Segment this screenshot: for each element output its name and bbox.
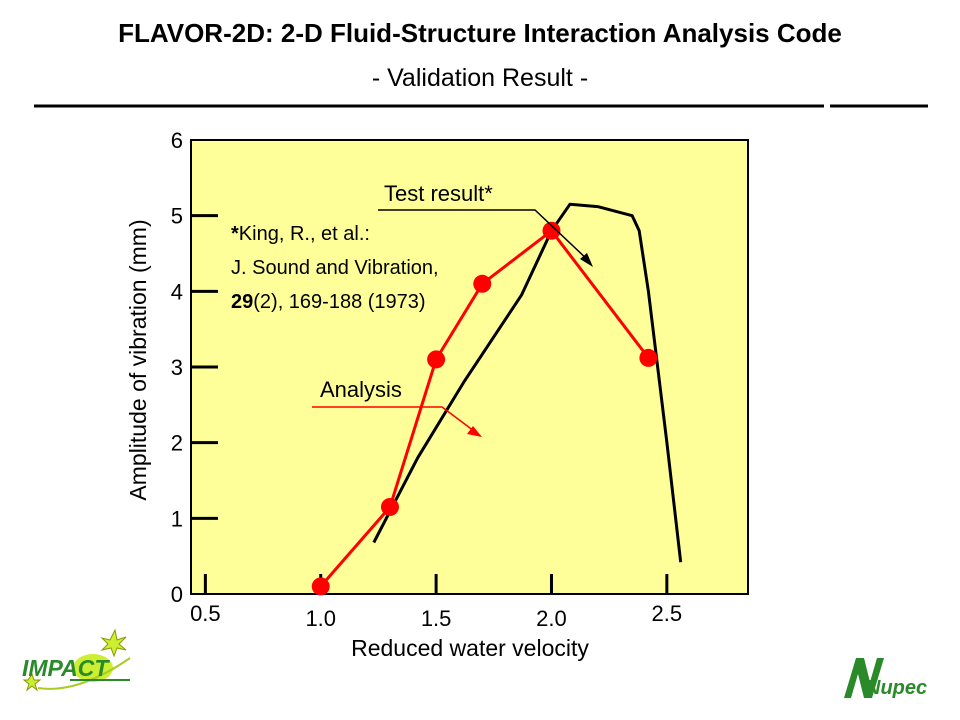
test-result-leader (378, 209, 591, 263)
y-tick-label: 3 (171, 355, 183, 380)
data-point-analysis (427, 350, 446, 369)
y-tick-label: 1 (171, 506, 183, 531)
nupec-logo-text: Nupec (866, 677, 927, 699)
y-tick-label: 4 (171, 279, 183, 304)
data-point-analysis (311, 577, 330, 596)
y-tick-label: 2 (171, 431, 183, 456)
x-axis-label: Reduced water velocity (351, 635, 589, 661)
y-tick-label: 6 (171, 128, 183, 153)
y-axis-ticks: 0 1 2 3 4 5 6 (171, 128, 218, 607)
analysis-label: Analysis (320, 377, 402, 402)
slide-title: FLAVOR-2D: 2-D Fluid-Structure Interacti… (118, 18, 842, 48)
series-line-analysis (319, 229, 650, 588)
reference-asterisk: * (231, 223, 239, 245)
data-point-analysis (473, 274, 492, 293)
series-layer (311, 202, 683, 596)
plot-area (190, 139, 749, 595)
reference-pages: (2), 169-188 (1973) (253, 291, 425, 313)
reference-line-2: J. Sound and Vibration, (231, 257, 439, 279)
reference-authors: King, R., et al.: (239, 223, 370, 245)
y-tick-label: 0 (171, 582, 183, 607)
y-tick-label: 5 (171, 204, 183, 229)
x-tick-label: 1.0 (305, 606, 336, 631)
x-tick-label: 0.5 (190, 601, 221, 626)
reference-volume: 29 (231, 291, 253, 313)
test-result-label: Test result* (384, 181, 493, 206)
x-tick-label: 1.5 (421, 606, 452, 631)
data-point-analysis (639, 348, 658, 367)
data-point-analysis (542, 221, 561, 240)
x-tick-label: 2.5 (652, 601, 683, 626)
data-point-analysis (380, 497, 399, 516)
analysis-leader (312, 406, 479, 435)
impact-logo: IMPACT (22, 628, 131, 692)
slide-subtitle: - Validation Result - (371, 64, 589, 92)
nupec-logo: Nupec (844, 658, 927, 699)
y-axis-label: Amplitude of vibration (mm) (125, 219, 151, 500)
test-result-arrowhead (580, 253, 593, 267)
impact-logo-text: IMPACT (22, 655, 110, 681)
reference-line-1: *King, R., et al.: (231, 223, 370, 245)
series-line-test-result (372, 202, 683, 563)
reference-line-3: 29(2), 169-188 (1973) (231, 291, 426, 313)
analysis-arrowhead (467, 426, 482, 437)
x-tick-label: 2.0 (536, 606, 567, 631)
